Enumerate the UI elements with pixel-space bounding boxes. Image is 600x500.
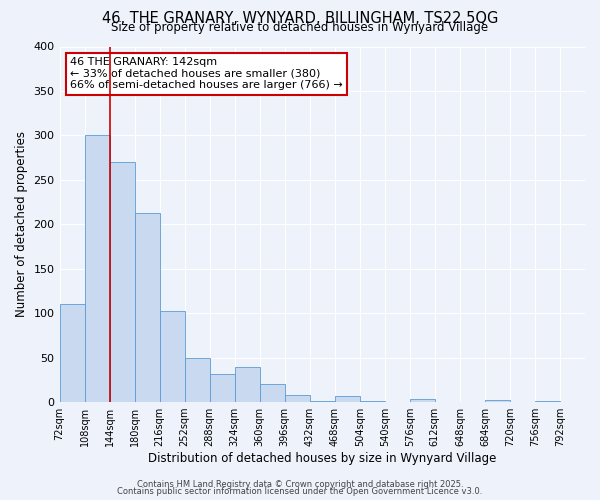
- Bar: [110, 162, 134, 402]
- X-axis label: Distribution of detached houses by size in Wynyard Village: Distribution of detached houses by size …: [148, 452, 496, 465]
- Text: 46, THE GRANARY, WYNYARD, BILLINGHAM, TS22 5QG: 46, THE GRANARY, WYNYARD, BILLINGHAM, TS…: [102, 11, 498, 26]
- Bar: [209, 374, 235, 402]
- Bar: [360, 401, 385, 402]
- Text: 46 THE GRANARY: 142sqm
← 33% of detached houses are smaller (380)
66% of semi-de: 46 THE GRANARY: 142sqm ← 33% of detached…: [70, 57, 343, 90]
- Text: Contains public sector information licensed under the Open Government Licence v3: Contains public sector information licen…: [118, 488, 482, 496]
- Bar: [134, 212, 160, 402]
- Bar: [485, 400, 510, 402]
- Y-axis label: Number of detached properties: Number of detached properties: [15, 132, 28, 318]
- Bar: [260, 384, 285, 402]
- Text: Size of property relative to detached houses in Wynyard Village: Size of property relative to detached ho…: [112, 21, 488, 34]
- Bar: [285, 395, 310, 402]
- Bar: [335, 396, 360, 402]
- Bar: [85, 136, 110, 402]
- Bar: [310, 401, 335, 402]
- Bar: [235, 366, 260, 402]
- Text: Contains HM Land Registry data © Crown copyright and database right 2025.: Contains HM Land Registry data © Crown c…: [137, 480, 463, 489]
- Bar: [410, 398, 435, 402]
- Bar: [535, 401, 560, 402]
- Bar: [185, 358, 209, 402]
- Bar: [59, 304, 85, 402]
- Bar: [160, 312, 185, 402]
